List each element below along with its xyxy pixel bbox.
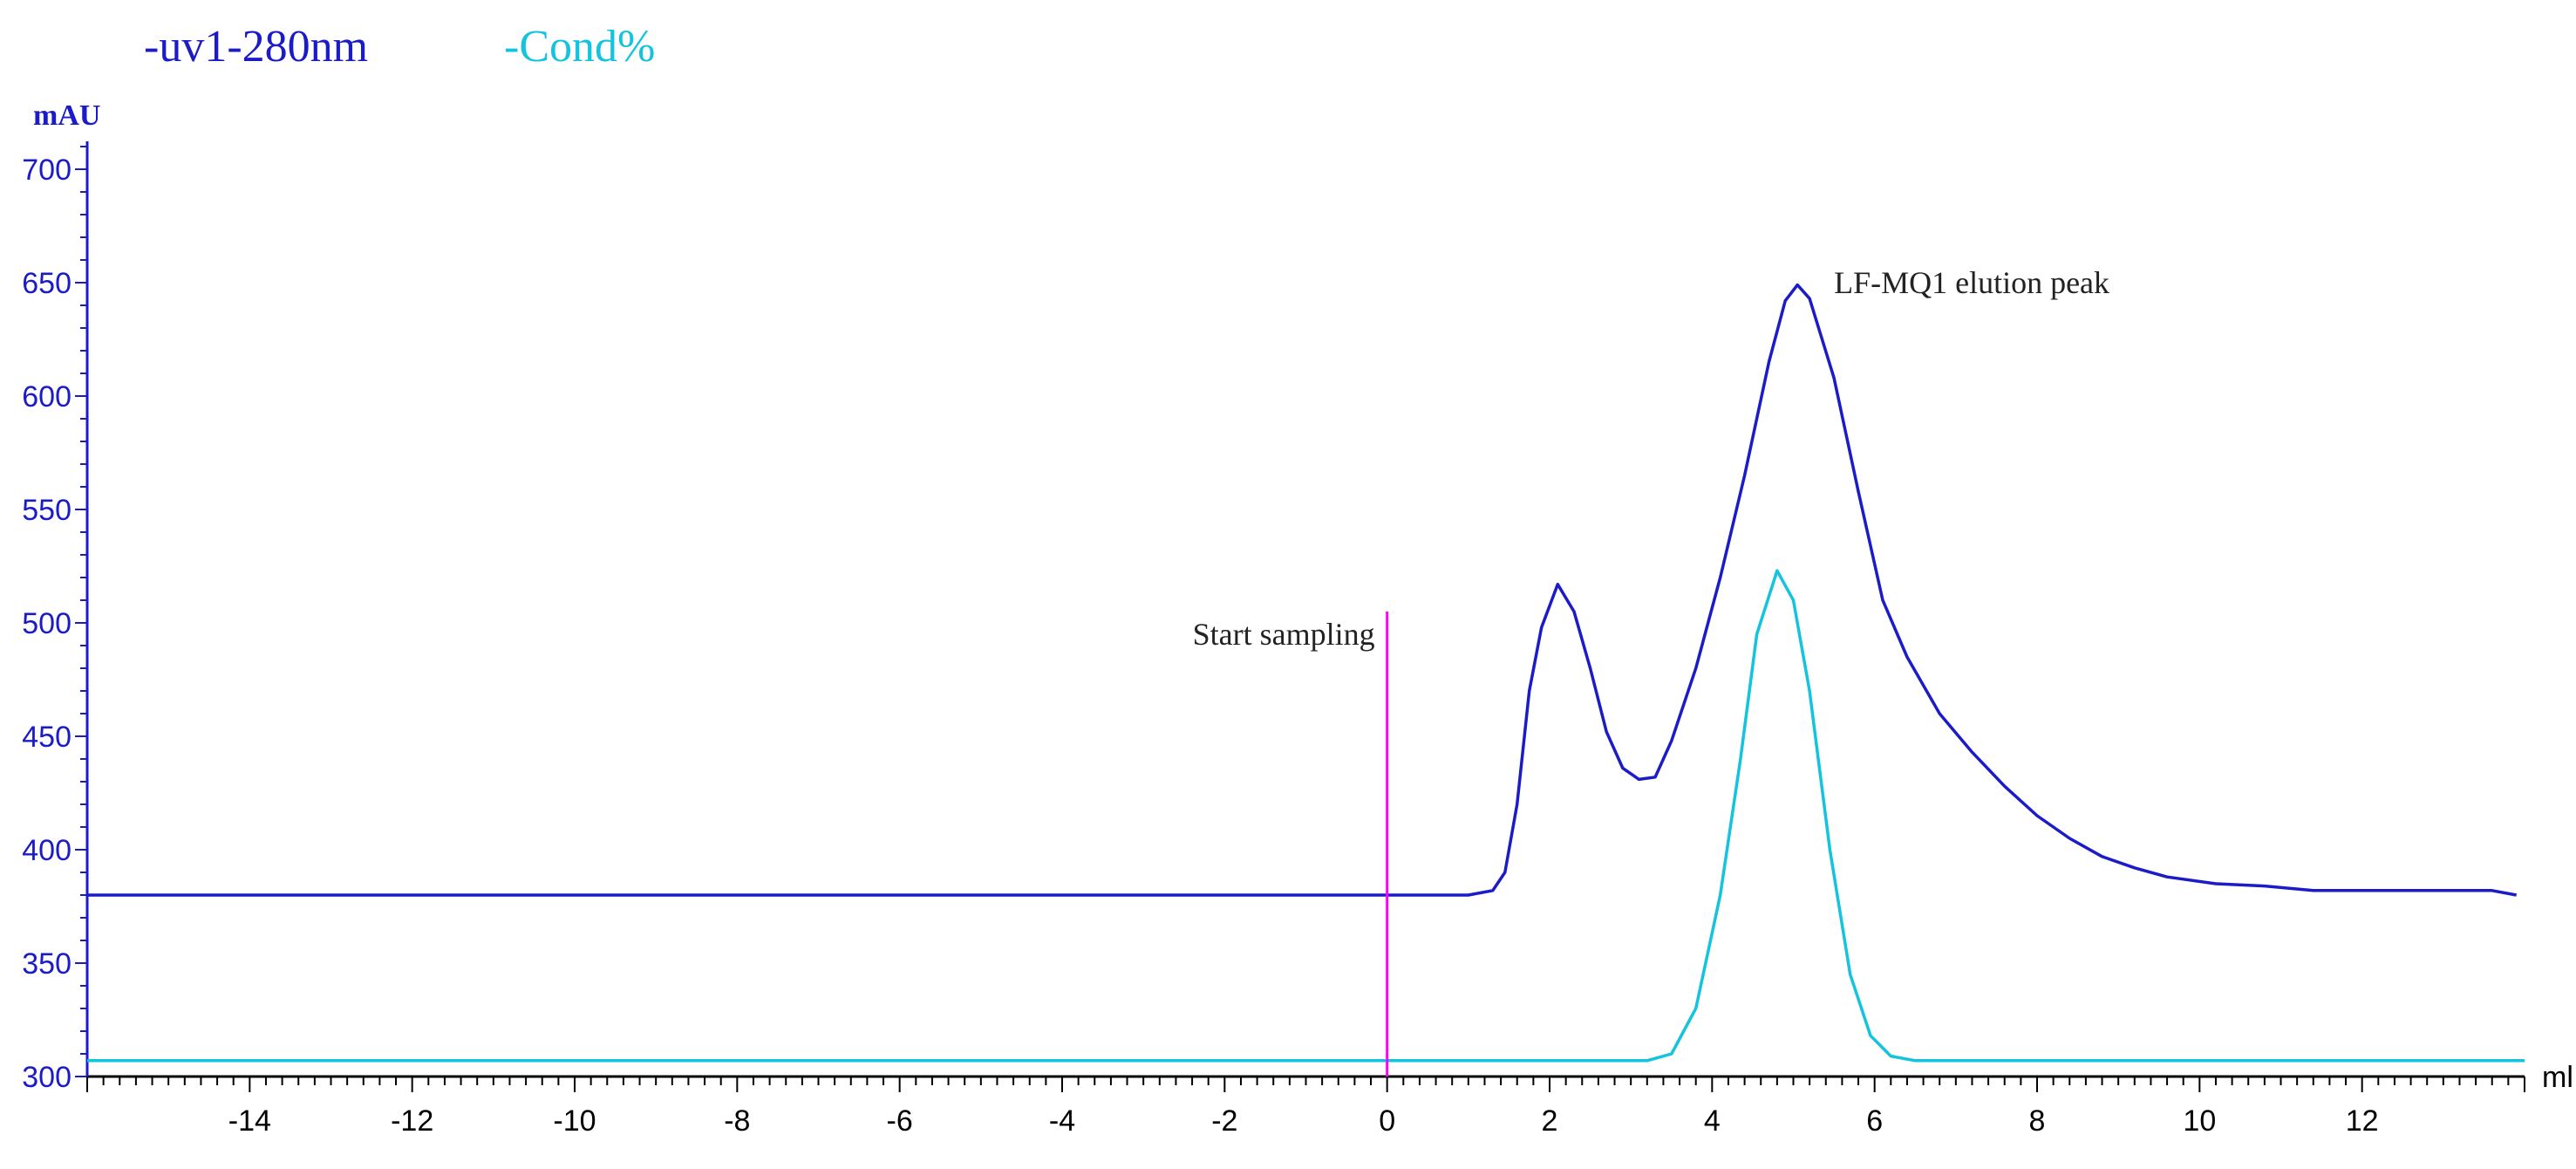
x-tick-label: -10 [553, 1104, 596, 1138]
legend-uv: -uv1-280nm [144, 22, 368, 72]
x-tick-label: 10 [2183, 1104, 2216, 1138]
x-tick-label: -8 [724, 1104, 750, 1138]
x-tick-label: 8 [2029, 1104, 2046, 1138]
x-tick-label: 6 [1866, 1104, 1883, 1138]
y-tick-label: 300 [22, 1061, 72, 1094]
y-tick-label: 650 [22, 267, 72, 300]
x-tick-label: 0 [1379, 1104, 1395, 1138]
y-tick-label: 600 [22, 380, 72, 414]
x-tick-label: -12 [391, 1104, 433, 1138]
x-tick-label: -4 [1049, 1104, 1075, 1138]
y-tick-label: 550 [22, 494, 72, 527]
y-axis-label: mAU [33, 99, 100, 132]
plot-area: 300 350 400 450 500 550 600 650 700 -14 -12 -10 -8 -6… [22, 141, 2573, 1138]
x-axis-label: ml [2542, 1061, 2573, 1094]
y-tick-label: 700 [22, 154, 72, 187]
x-tick-label: -2 [1211, 1104, 1237, 1138]
x-tick-label: 4 [1704, 1104, 1721, 1138]
x-tick-label: 12 [2346, 1104, 2379, 1138]
y-tick-label: 500 [22, 607, 72, 640]
elution-peak-label: LF-MQ1 elution peak [1834, 265, 2109, 300]
y-tick-label: 350 [22, 947, 72, 981]
uv-280nm-line [87, 283, 2518, 897]
x-tick-label: 2 [1542, 1104, 1558, 1138]
start-sampling-label: Start sampling [1193, 617, 1375, 652]
conductivity-line [87, 569, 2525, 1063]
legend-cond: -Cond% [504, 22, 655, 72]
y-tick-label: 400 [22, 834, 72, 867]
x-tick-label: -6 [887, 1104, 913, 1138]
y-tick-label: 450 [22, 721, 72, 754]
x-tick-label: -14 [228, 1104, 271, 1138]
